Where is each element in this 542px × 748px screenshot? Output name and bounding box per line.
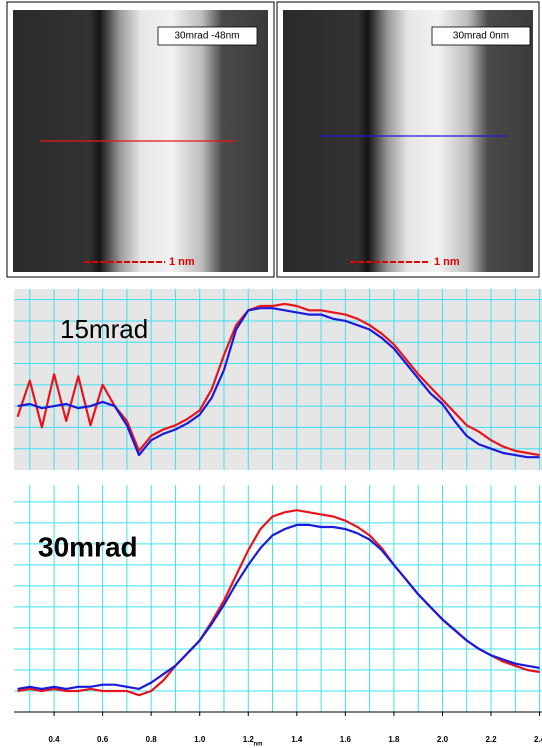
x-tick-label: 1.0 — [194, 735, 206, 744]
image-label: 30mrad -48nm — [174, 31, 239, 42]
image-label: 30mrad 0nm — [453, 31, 509, 42]
stem-image — [283, 10, 533, 272]
profile-curve — [16, 302, 540, 457]
x-tick-label: 2.4 — [534, 735, 542, 744]
x-tick-label: 0.8 — [146, 735, 158, 744]
plot-background — [14, 485, 542, 712]
label-box — [431, 26, 531, 46]
x-tick-label: 1.6 — [340, 735, 352, 744]
plot-background — [14, 289, 542, 470]
x-tick-label: 1.8 — [388, 735, 400, 744]
x-tick-label: 1.2 — [243, 735, 255, 744]
x-tick-label: 1.4 — [291, 735, 303, 744]
x-tick-label: 2.0 — [437, 735, 449, 744]
profile-curve — [17, 523, 540, 690]
scale-label: 1 nm — [169, 256, 195, 268]
chart-title: 15mrad — [60, 314, 148, 344]
scale-label: 1 nm — [434, 256, 460, 268]
x-axis-label: nm — [254, 742, 263, 748]
chart-title: 30mrad — [38, 531, 138, 562]
label-box — [157, 26, 258, 46]
x-tick-label: 2.2 — [485, 735, 497, 744]
x-tick-label: 0.6 — [97, 735, 109, 744]
profile-curve — [17, 307, 540, 459]
x-tick-label: 0.4 — [48, 735, 60, 744]
